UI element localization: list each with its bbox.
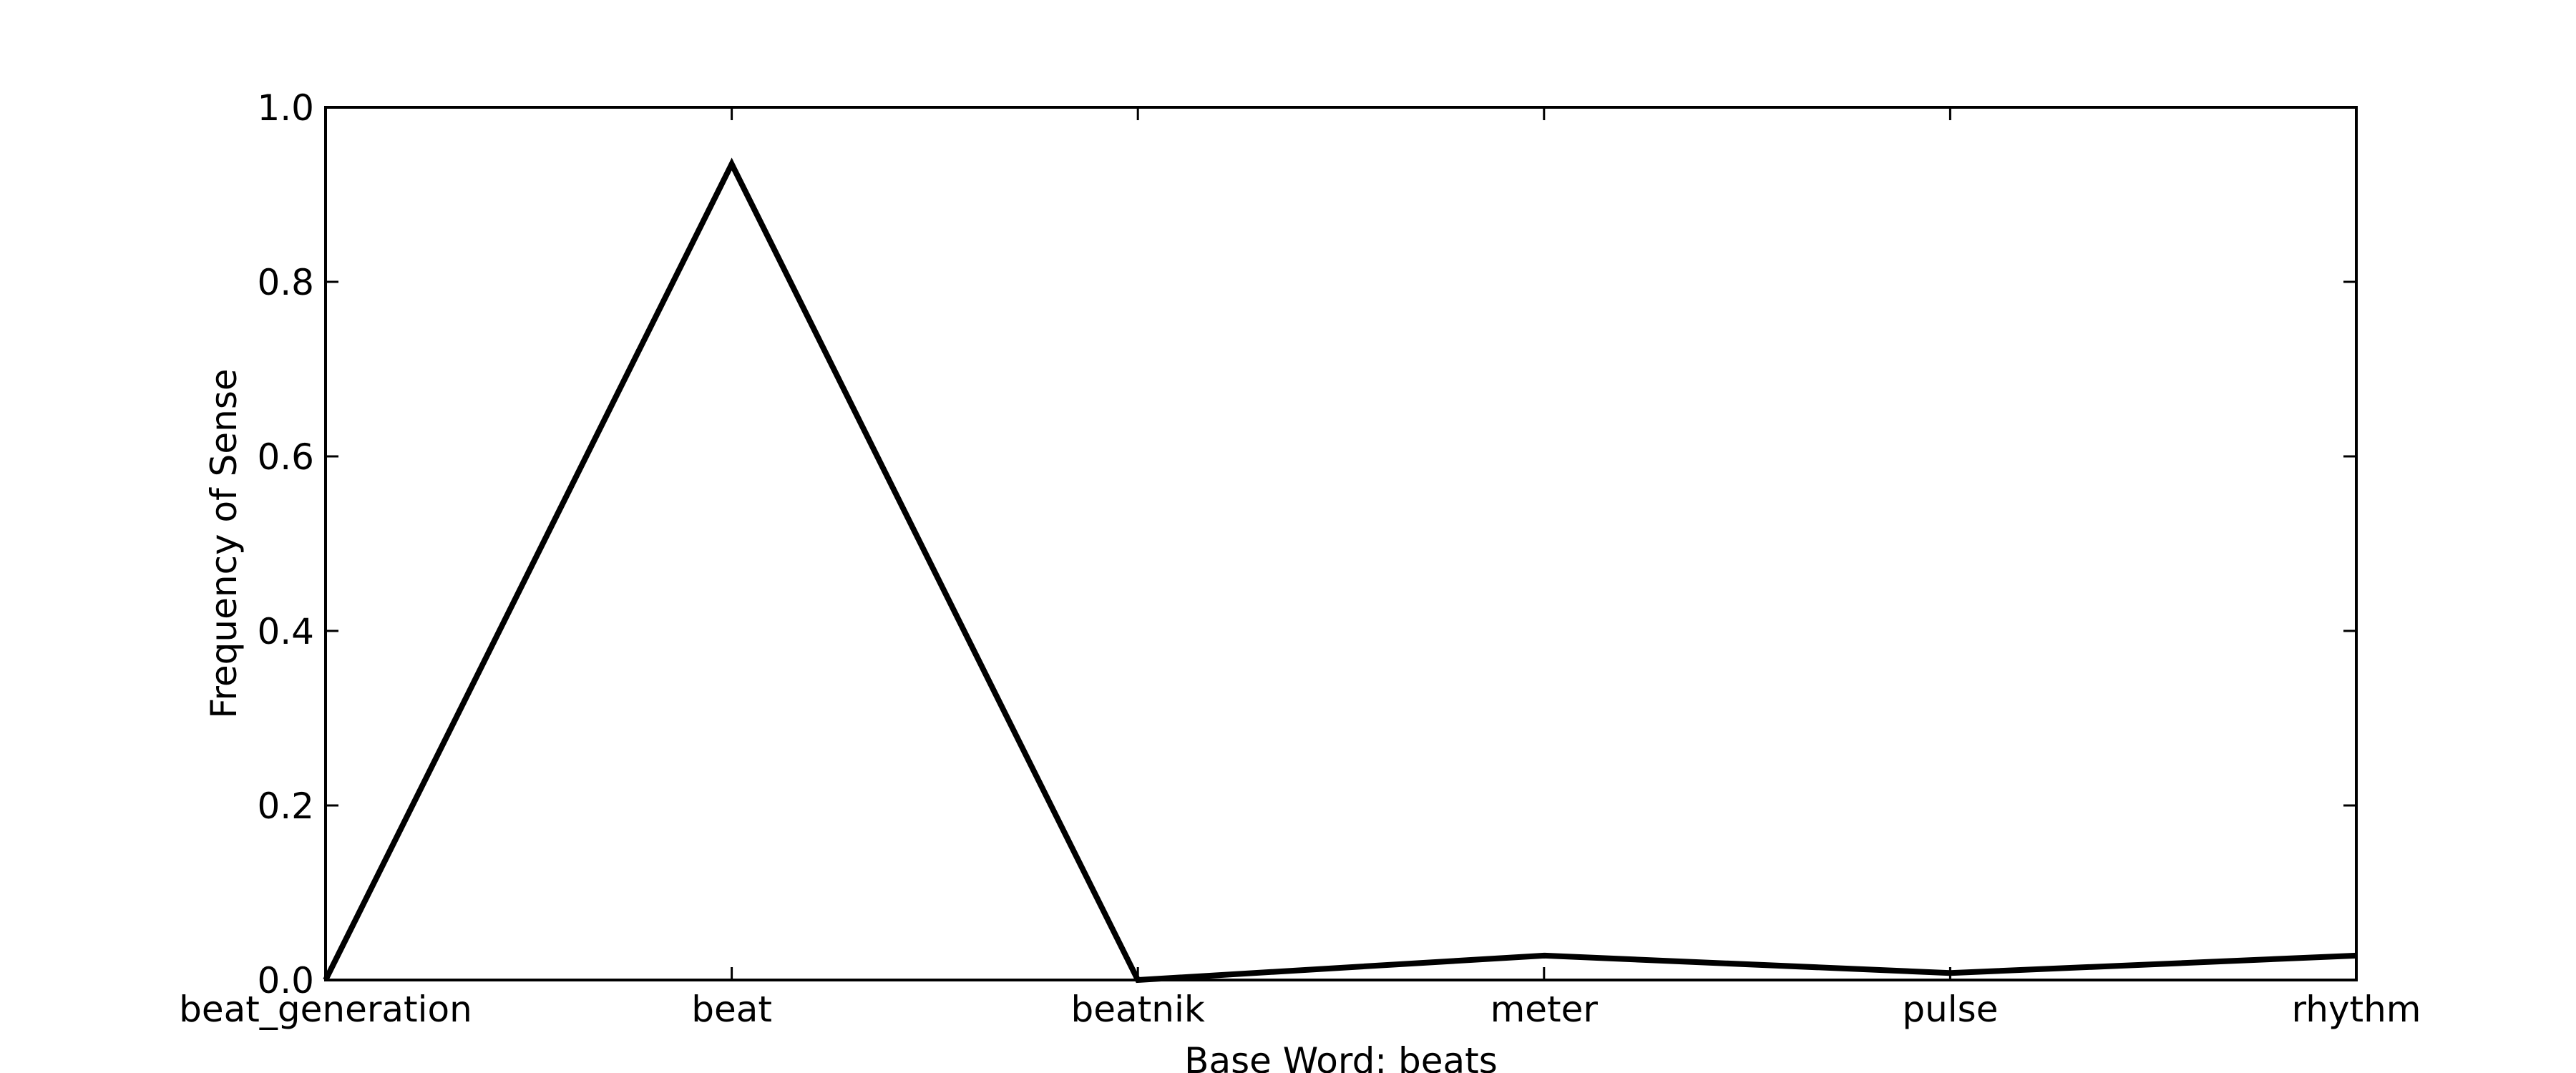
x-tick-label: rhythm	[2292, 989, 2421, 1030]
data-point	[1949, 972, 1951, 974]
x-ticks: beat_generation beat beatnik meter pulse rhyt…	[179, 107, 2421, 1030]
plot-area-frame	[324, 106, 2358, 981]
data-point	[1543, 955, 1545, 956]
x-tick-label: beatnik	[1071, 989, 1205, 1030]
y-axis-title: Frequency of Sense	[203, 368, 245, 718]
x-axis-title: Base Word: beats	[1184, 1040, 1498, 1073]
y-tick-label: 0.0	[257, 960, 314, 1001]
y-tick-label: 0.2	[257, 785, 314, 827]
x-tick-label: meter	[1491, 989, 1599, 1030]
x-tick-label: beat	[691, 989, 772, 1030]
series-line	[323, 157, 2357, 984]
y-tick-label: 0.4	[257, 611, 314, 652]
y-ticks: 0.0 0.2 0.4 0.6 0.8 1.0	[257, 87, 2356, 1001]
data-point	[731, 163, 733, 165]
x-tick-label: beat_generation	[179, 989, 472, 1030]
y-tick-label: 0.6	[257, 436, 314, 478]
x-tick-label: pulse	[1902, 989, 1998, 1030]
y-tick-label: 0.8	[257, 262, 314, 303]
y-tick-label: 1.0	[257, 87, 314, 129]
